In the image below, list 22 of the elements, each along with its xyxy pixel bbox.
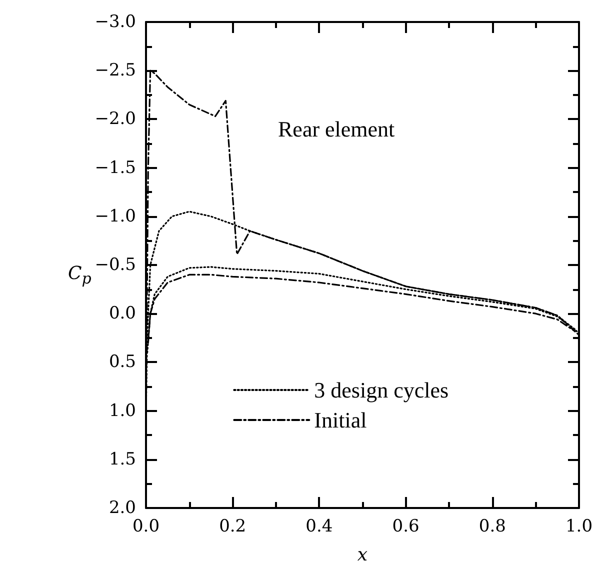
x-tick-label: 0.4: [306, 516, 333, 536]
y-tick-label: 1.5: [108, 449, 136, 470]
annotation: Rear element: [278, 116, 395, 142]
x-tick-label: 0.2: [219, 516, 246, 536]
x-tick-label: 1.0: [565, 516, 593, 536]
legend-label: Initial: [314, 408, 367, 432]
x-tick-label: 0.6: [392, 516, 420, 536]
y-tick-label: 2.0: [108, 498, 136, 518]
y-tick-label: −1.5: [94, 158, 136, 178]
y-tick-label: −3.0: [94, 12, 136, 32]
legend-label: 3 design cycles: [314, 378, 449, 402]
y-axis-title: C$_{p}$: [68, 263, 92, 288]
y-tick-label: 1.0: [108, 400, 136, 421]
x-tick-label: 0.0: [132, 516, 160, 536]
y-tick-label: 0.5: [108, 352, 136, 372]
y-tick-label: 0.0: [108, 304, 136, 324]
x-tick-label: 0.8: [478, 516, 506, 536]
y-tick-label: −2.5: [94, 60, 136, 81]
y-tick-label: −0.5: [94, 255, 136, 275]
y-tick-label: −2.0: [94, 109, 136, 130]
y-tick-label: −1.0: [94, 206, 136, 226]
x-axis-title: x: [357, 544, 368, 566]
